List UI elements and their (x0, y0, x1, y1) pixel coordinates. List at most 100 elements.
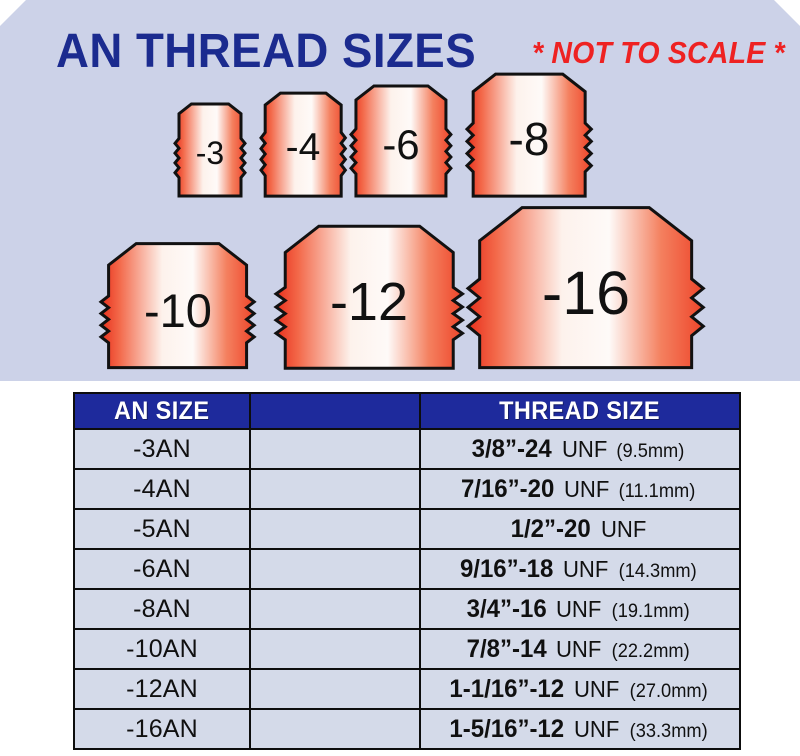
cell-an-size: -12AN (73, 668, 251, 710)
an-size-value: -8AN (133, 594, 191, 623)
cell-thread-size: 7/16”-20 UNF (11.1mm) (419, 468, 741, 510)
cell-an-size: -16AN (73, 708, 251, 750)
table-head: AN SIZE THREAD SIZE (73, 392, 741, 430)
thread-metric: (27.0mm) (629, 680, 708, 702)
page-title: AN THREAD SIZES (56, 25, 477, 78)
thread-standard: UNF (556, 595, 602, 622)
fitting-shape-an8 (464, 72, 594, 198)
fitting-shape-an16 (465, 206, 707, 370)
thread-fraction: 7/8”-14 (466, 634, 547, 663)
table-row: -16AN 1-5/16”-12 UNF (33.3mm) (73, 708, 741, 750)
table-row: -4AN 7/16”-20 UNF (11.1mm) (73, 468, 741, 510)
thread-metric: (11.1mm) (618, 480, 696, 502)
fitting-shape-an3 (173, 102, 247, 198)
headline: AN THREAD SIZES * NOT TO SCALE * (0, 22, 800, 82)
table-row: -6AN 9/16”-18 UNF (14.3mm) (73, 548, 741, 590)
not-to-scale-note: * NOT TO SCALE * (532, 34, 786, 70)
table-row: -5AN 1/2”-20 UNF (73, 508, 741, 550)
thread-size-group: 1-1/16”-12 UNF (27.0mm) (421, 674, 739, 703)
cell-thread-size: 9/16”-18 UNF (14.3mm) (419, 548, 741, 590)
column-header-an-size: AN SIZE (73, 392, 251, 430)
an-size-value: -10AN (126, 634, 198, 663)
cell-an-size: -8AN (73, 588, 251, 630)
thread-size-table: AN SIZE THREAD SIZE -3AN 3/8”-24 UNF (9.5mm… (73, 392, 741, 750)
cell-spacer (249, 468, 421, 510)
cell-thread-size: 3/8”-24 UNF (9.5mm) (419, 428, 741, 470)
thread-size-group: 1-5/16”-12 UNF (33.3mm) (421, 714, 739, 743)
fitting-outline (258, 91, 348, 198)
cell-an-size: -5AN (73, 508, 251, 550)
fitting-an8: -8 (461, 62, 597, 208)
cell-thread-size: 3/4”-16 UNF (19.1mm) (419, 588, 741, 630)
fitting-outline (464, 72, 594, 198)
cell-spacer (249, 628, 421, 670)
thread-fraction: 3/4”-16 (466, 594, 547, 623)
column-header-spacer (249, 392, 421, 430)
column-header-thread-size: THREAD SIZE (419, 392, 741, 430)
fitting-an12: -12 (270, 211, 468, 383)
an-size-value: -16AN (126, 714, 198, 743)
cell-an-size: -4AN (73, 468, 251, 510)
fitting-an6: -6 (345, 75, 457, 207)
cell-spacer (249, 588, 421, 630)
fitting-shape-an6 (349, 84, 453, 198)
thread-standard: UNF (574, 675, 620, 702)
cell-thread-size: 1-1/16”-12 UNF (27.0mm) (419, 668, 741, 710)
fitting-an4: -4 (255, 83, 351, 206)
cell-an-size: -6AN (73, 548, 251, 590)
thread-fraction: 3/8”-24 (471, 434, 553, 463)
cell-spacer (249, 548, 421, 590)
an-size-value: -4AN (133, 474, 191, 503)
thread-size-group: 9/16”-18 UNF (14.3mm) (421, 554, 739, 583)
fitting-outline (98, 242, 258, 370)
thread-fraction: 1/2”-20 (510, 514, 591, 543)
thread-standard: UNF (564, 475, 610, 502)
thread-standard: UNF (563, 555, 609, 582)
thread-size-group: 3/4”-16 UNF (19.1mm) (421, 594, 739, 623)
fitting-an16: -16 (462, 190, 709, 385)
fitting-outline (273, 224, 465, 370)
cell-an-size: -10AN (73, 628, 251, 670)
thread-standard: UNF (556, 635, 602, 662)
column-header-an-size-label: AN SIZE (114, 396, 210, 425)
thread-fraction: 1-1/16”-12 (449, 674, 565, 703)
fitting-outline (349, 84, 453, 198)
table-row: -3AN 3/8”-24 UNF (9.5mm) (73, 428, 741, 470)
table-row: -8AN 3/4”-16 UNF (19.1mm) (73, 588, 741, 630)
fitting-outline (465, 206, 707, 370)
fitting-shape-an10 (98, 242, 258, 370)
thread-size-group: 1/2”-20 UNF (421, 514, 739, 543)
cell-spacer (249, 668, 421, 710)
cell-spacer (249, 508, 421, 550)
thread-metric: (14.3mm) (618, 560, 697, 582)
table-row: -12AN 1-1/16”-12 UNF (27.0mm) (73, 668, 741, 710)
table-header-row: AN SIZE THREAD SIZE (73, 392, 741, 430)
cell-spacer (249, 428, 421, 470)
an-size-value: -6AN (133, 554, 191, 583)
thread-standard: UNF (561, 435, 608, 462)
table-row: -10AN 7/8”-14 UNF (22.2mm) (73, 628, 741, 670)
cell-thread-size: 1/2”-20 UNF (419, 508, 741, 550)
thread-size-group: 7/16”-20 UNF (11.1mm) (421, 474, 739, 503)
fitting-outline (173, 102, 247, 198)
thread-standard: UNF (600, 515, 646, 542)
an-size-value: -5AN (133, 514, 191, 543)
thread-standard: UNF (574, 715, 620, 742)
fitting-an3: -3 (169, 94, 251, 206)
cell-thread-size: 7/8”-14 UNF (22.2mm) (419, 628, 741, 670)
cell-thread-size: 1-5/16”-12 UNF (33.3mm) (419, 708, 741, 750)
thread-fraction: 1-5/16”-12 (449, 714, 565, 743)
an-size-value: -12AN (126, 674, 198, 703)
cell-spacer (249, 708, 421, 750)
thread-metric: (33.3mm) (629, 720, 708, 742)
fitting-shape-an4 (258, 91, 348, 198)
thread-fraction: 7/16”-20 (460, 474, 555, 503)
cell-an-size: -3AN (73, 428, 251, 470)
thread-metric: (9.5mm) (616, 440, 685, 462)
thread-size-group: 7/8”-14 UNF (22.2mm) (421, 634, 739, 663)
fitting-an10: -10 (95, 230, 260, 381)
thread-size-group: 3/8”-24 UNF (9.5mm) (421, 434, 739, 463)
thread-fraction: 9/16”-18 (460, 554, 554, 583)
thread-metric: (22.2mm) (611, 640, 690, 662)
